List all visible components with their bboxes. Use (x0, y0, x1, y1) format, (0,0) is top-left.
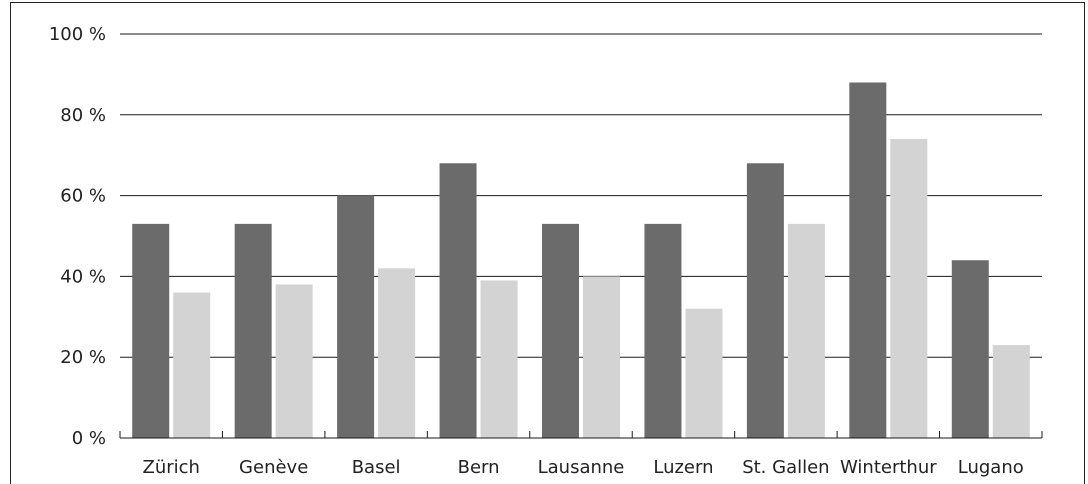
y-tick-label: 0 % (72, 428, 106, 449)
bar (644, 223, 682, 438)
x-tick-label: Bern (458, 457, 500, 478)
bar (337, 195, 375, 438)
bar (173, 292, 211, 438)
y-tick-label: 60 % (60, 186, 106, 207)
chart-frame (10, 2, 1085, 484)
bar (849, 82, 887, 438)
bar (951, 260, 989, 438)
y-tick-label: 40 % (60, 266, 106, 287)
bar (439, 163, 477, 438)
y-tick-label: 100 % (49, 24, 106, 45)
bar (685, 308, 723, 438)
x-tick-label: Basel (352, 457, 401, 478)
bar (275, 284, 313, 438)
y-tick-label: 80 % (60, 105, 106, 126)
bar (992, 345, 1030, 438)
y-axis-ticks: 0 % 20 % 40 % 60 % 80 % 100 % (49, 24, 106, 449)
bar (787, 223, 825, 438)
bar (583, 276, 620, 438)
bar (132, 223, 170, 438)
x-tick-label: Lausanne (538, 457, 625, 478)
x-axis-labels: Zürich Genève Basel Bern Lausanne Luzern St. G… (142, 457, 1023, 478)
x-tick-label: Winterthur (840, 457, 937, 478)
y-tick-label: 20 % (60, 347, 106, 368)
x-axis (119, 431, 1043, 439)
gridlines (120, 33, 1042, 358)
x-tick-label: Lugano (958, 457, 1024, 478)
bar (480, 280, 518, 438)
bar (542, 223, 579, 438)
bars (132, 82, 1030, 439)
x-tick-label: Genève (239, 457, 308, 478)
bar (890, 139, 928, 439)
bar (746, 163, 784, 438)
bar (378, 268, 416, 438)
x-tick-label: Zürich (142, 457, 199, 478)
x-tick-label: St. Gallen (742, 457, 829, 478)
x-tick-label: Luzern (653, 457, 713, 478)
bar (234, 223, 272, 438)
